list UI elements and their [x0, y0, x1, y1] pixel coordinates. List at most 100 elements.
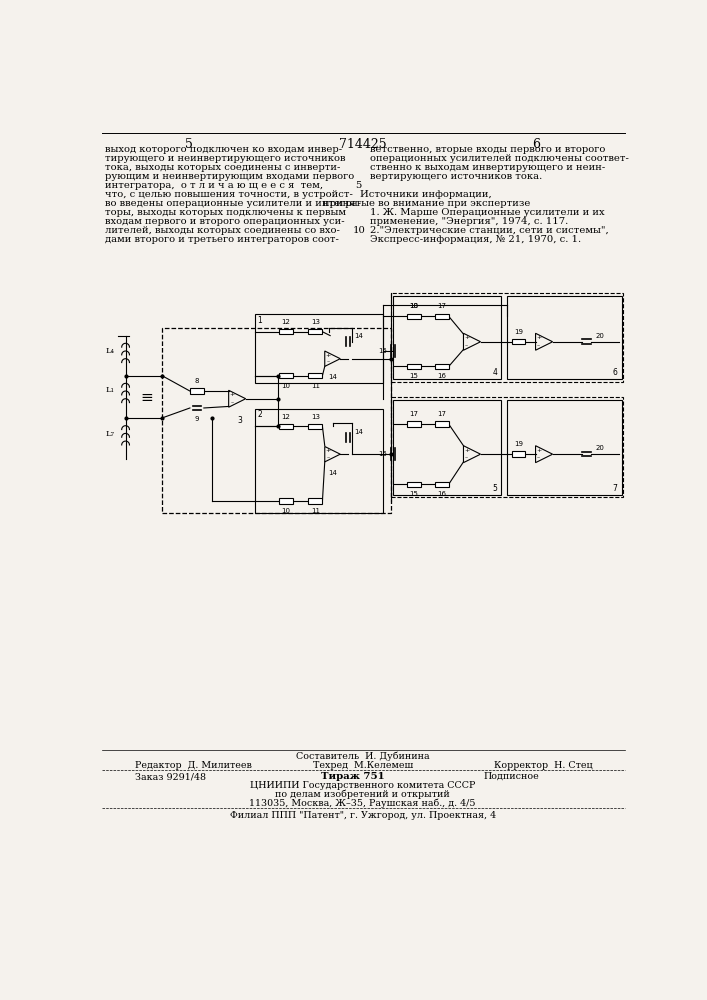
Text: применение, "Энергия", 1974, с. 117.: применение, "Энергия", 1974, с. 117. [370, 217, 568, 226]
Text: 714425: 714425 [339, 138, 387, 151]
Text: тока, выходы которых соединены с инверти-: тока, выходы которых соединены с инверти… [105, 163, 341, 172]
Text: +: + [325, 353, 330, 358]
Text: 4: 4 [493, 368, 498, 377]
Text: 10: 10 [281, 383, 291, 389]
Text: –: – [537, 455, 540, 460]
Text: 15: 15 [409, 491, 419, 497]
Bar [391, 293, 623, 382]
Text: 113035, Москва, Ж–35, Раушская наб., д. 4/5: 113035, Москва, Ж–35, Раушская наб., д. … [250, 798, 476, 808]
Text: –: – [230, 400, 233, 405]
Text: 11: 11 [311, 508, 320, 514]
Text: тирующего и неинвертирующего источников: тирующего и неинвертирующего источников [105, 154, 346, 163]
Bar [308, 373, 322, 378]
Text: интегратора,  о т л и ч а ю щ е е с я  тем,: интегратора, о т л и ч а ю щ е е с я тем… [105, 181, 324, 190]
Text: 12: 12 [281, 414, 291, 420]
Text: ственно к выходам инвертирующего и неин-: ственно к выходам инвертирующего и неин- [370, 163, 606, 172]
Text: что, с целью повышения точности, в устройст-: что, с целью повышения точности, в устро… [105, 190, 354, 199]
Bar [190, 388, 204, 394]
Text: 5: 5 [493, 484, 498, 493]
Text: 19: 19 [514, 441, 523, 447]
Text: 9: 9 [194, 416, 199, 422]
Text: выход которого подключен ко входам инвер-: выход которого подключен ко входам инвер… [105, 145, 343, 154]
Text: +: + [229, 392, 235, 397]
Text: –: – [465, 455, 468, 460]
Text: Корректор  Н. Стец: Корректор Н. Стец [493, 761, 592, 770]
Text: –: – [327, 360, 329, 365]
Text: +: + [464, 335, 469, 340]
Text: Техред  М.Келемеш: Техред М.Келемеш [312, 761, 413, 770]
Text: 5: 5 [185, 138, 193, 151]
Text: Составитель  И. Дубинина: Составитель И. Дубинина [296, 751, 430, 761]
Text: Редактор  Д. Милитеев: Редактор Д. Милитеев [135, 761, 252, 770]
Text: 2."Электрические станции, сети и системы",: 2."Электрические станции, сети и системы… [370, 226, 609, 235]
Bar [308, 498, 322, 504]
Text: 14: 14 [354, 333, 363, 339]
Text: во введены операционные усилители и интегра-: во введены операционные усилители и инте… [105, 199, 361, 208]
Bar [507, 400, 621, 495]
Text: L₄: L₄ [106, 347, 115, 355]
Bar [162, 328, 391, 513]
Text: ветственно, вторые входы первого и второго: ветственно, вторые входы первого и второ… [370, 145, 606, 154]
Text: 18: 18 [409, 303, 419, 309]
Bar [435, 314, 449, 319]
Text: лителей, выходы которых соединены со вхо-: лителей, выходы которых соединены со вхо… [105, 226, 340, 235]
Text: 18: 18 [409, 303, 419, 309]
Bar [308, 329, 322, 334]
Text: –: – [465, 343, 468, 348]
Text: 10: 10 [281, 508, 291, 514]
Text: 19: 19 [514, 329, 523, 335]
Text: дами второго и третьего интеграторов соот-: дами второго и третьего интеграторов соо… [105, 235, 339, 244]
Bar [393, 400, 501, 495]
Text: ЦНИИПИ Государственного комитета СССР: ЦНИИПИ Государственного комитета СССР [250, 781, 475, 790]
Text: 17: 17 [409, 411, 419, 417]
Text: 6: 6 [613, 368, 618, 377]
Bar [435, 421, 449, 427]
Text: 5: 5 [356, 181, 362, 190]
Text: Подписное: Подписное [484, 772, 539, 781]
Text: +: + [464, 448, 469, 453]
Bar [407, 364, 421, 369]
Text: +: + [536, 448, 542, 453]
Text: Заказ 9291/48: Заказ 9291/48 [135, 772, 206, 781]
Text: 20: 20 [596, 445, 605, 451]
Bar [435, 482, 449, 487]
Text: 3: 3 [238, 416, 243, 425]
Text: 14: 14 [328, 470, 337, 476]
Text: принятые во внимание при экспертизе: принятые во внимание при экспертизе [322, 199, 530, 208]
Text: 13: 13 [311, 319, 320, 325]
Bar [512, 451, 525, 457]
Text: операционных усилителей подключены соответ-: операционных усилителей подключены соотв… [370, 154, 629, 163]
Text: 2: 2 [257, 410, 262, 419]
Text: +: + [325, 448, 330, 453]
Text: 15: 15 [378, 451, 387, 457]
Text: 17: 17 [437, 411, 446, 417]
Text: Филиал ППП "Патент", г. Ужгород, ул. Проектная, 4: Филиал ППП "Патент", г. Ужгород, ул. Про… [230, 811, 496, 820]
Bar [279, 329, 293, 334]
Text: Тираж 751: Тираж 751 [321, 772, 385, 781]
Text: Экспресс-информация, № 21, 1970, с. 1.: Экспресс-информация, № 21, 1970, с. 1. [370, 235, 582, 244]
Bar [407, 421, 421, 427]
Text: 8: 8 [194, 378, 199, 384]
Text: –: – [327, 455, 329, 460]
Text: Источники информации,: Источники информации, [361, 190, 492, 199]
Text: вертирующего источников тока.: вертирующего источников тока. [370, 172, 543, 181]
Text: 12: 12 [281, 319, 291, 325]
Bar [279, 498, 293, 504]
Bar [407, 314, 421, 319]
Text: 15: 15 [378, 348, 387, 354]
Bar [407, 482, 421, 487]
Text: ≡: ≡ [140, 390, 153, 405]
Bar [391, 397, 623, 497]
Text: 14: 14 [354, 429, 363, 435]
Bar [308, 424, 322, 429]
Text: рующим и неинвертирующим входами первого: рующим и неинвертирующим входами первого [105, 172, 355, 181]
Bar [507, 296, 621, 379]
Text: 16: 16 [437, 491, 446, 497]
Text: торы, выходы которых подключены к первым: торы, выходы которых подключены к первым [105, 208, 346, 217]
Text: 1. Ж. Марше Операционные усилители и их: 1. Ж. Марше Операционные усилители и их [370, 208, 605, 217]
Text: 11: 11 [311, 383, 320, 389]
Text: 10: 10 [352, 226, 366, 235]
Bar [435, 364, 449, 369]
Text: 13: 13 [311, 414, 320, 420]
Bar [255, 314, 383, 383]
